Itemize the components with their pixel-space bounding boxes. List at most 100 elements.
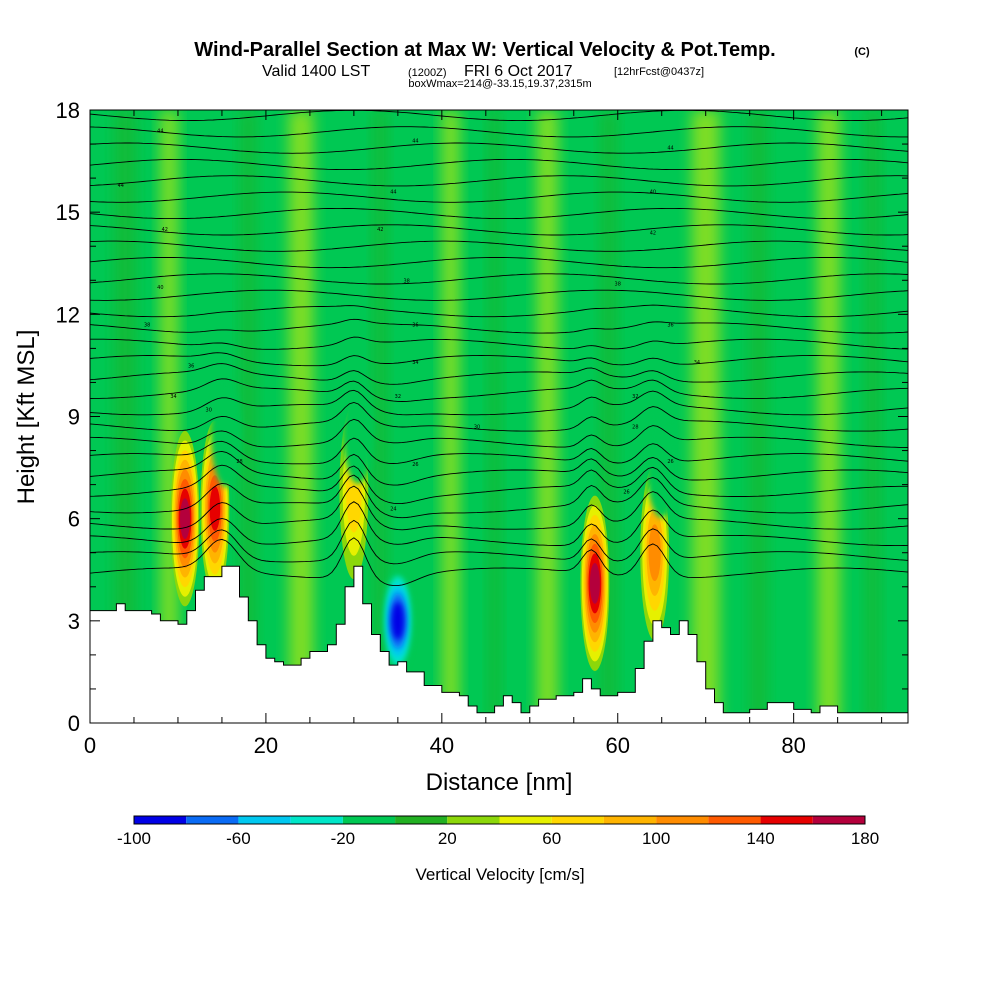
shading-streak [691, 110, 720, 723]
chart-subtitle: Valid 1400 LST (1200Z) FRI 6 Oct 2017 [1… [262, 63, 704, 80]
isentrope-line [90, 191, 908, 203]
y-tick-label: 18 [56, 98, 80, 123]
subtitle-main: Valid 1400 LST [262, 63, 370, 80]
colorbar-swatch [499, 816, 552, 824]
isentrope-label: 28 [632, 425, 638, 431]
colorbar-tick-label: 180 [851, 829, 879, 848]
colorbar-tick-label: 100 [642, 829, 670, 848]
isentrope-line [90, 389, 908, 416]
updraft-contour [648, 524, 661, 582]
y-tick-label: 6 [68, 507, 80, 532]
isentrope-line [90, 519, 908, 565]
isentrope-line [90, 126, 908, 138]
downdraft-contour [646, 410, 678, 518]
isentrope-line [90, 378, 908, 402]
shading-streak [488, 110, 501, 723]
isentrope-label: 36 [412, 323, 418, 329]
isentrope-label: 30 [206, 408, 212, 414]
isentrope-label: 44 [412, 139, 418, 145]
isentrope-line [90, 418, 908, 448]
x-tick-label: 0 [84, 733, 96, 758]
isentrope-line [90, 273, 908, 285]
isentrope-label: 42 [162, 227, 168, 233]
x-axis: 0 20 40 60 80 [84, 110, 883, 758]
colorbar-swatch [342, 816, 396, 824]
terrain-mask [90, 565, 908, 723]
colorbar: -100 -60 -20 20 60 100 140 180 [117, 815, 879, 848]
isentrope-line [90, 175, 908, 187]
colorbar-swatch [447, 816, 500, 824]
colorbar-swatch [656, 816, 709, 824]
isentrope-label: 28 [236, 459, 242, 465]
velocity-field [170, 376, 678, 675]
colorbar-tick-label: 20 [438, 829, 457, 848]
isentrope-label: 32 [395, 394, 401, 400]
x-tick-label: 80 [781, 733, 805, 758]
shading-streak [865, 110, 880, 723]
isentrope-label: 44 [157, 128, 163, 134]
y-tick-label: 12 [56, 302, 80, 327]
shading-streak [749, 110, 768, 723]
isentrope-line [90, 304, 908, 318]
shading-streak [373, 110, 388, 723]
isentrope-line [90, 110, 908, 122]
y-tick-label: 0 [68, 711, 80, 736]
colorbar-swatch [134, 816, 187, 824]
y-tick-label: 3 [68, 609, 80, 634]
isentrope-line [90, 402, 908, 432]
isentrope-line [90, 474, 908, 519]
isentrope-label: 26 [667, 459, 673, 465]
colorbar-tick-label: -100 [117, 829, 151, 848]
x-tick-label: 40 [430, 733, 454, 758]
isentrope-line [90, 464, 908, 505]
isentrope-label: 44 [118, 183, 124, 189]
isentrope-line [90, 352, 908, 367]
isentrope-label: 26 [412, 462, 418, 468]
colorbar-swatch [395, 816, 448, 824]
chart-title: Wind-Parallel Section at Max W: Vertical… [194, 39, 775, 61]
x-axis-label: Distance [nm] [426, 769, 573, 796]
y-axis-label: Height [Kft MSL] [13, 330, 40, 505]
isentrope-label: 34 [694, 360, 700, 366]
colorbar-tick-label: -20 [331, 829, 356, 848]
colorbar-label: Vertical Velocity [cm/s] [415, 865, 584, 884]
isentrope-label: 44 [390, 190, 396, 196]
x-tick-label: 20 [254, 733, 278, 758]
shading-streak [536, 110, 558, 723]
subtitle-z: (1200Z) [408, 67, 447, 79]
isentrope-line [90, 207, 908, 220]
subtitle-fcst: [12hrFcst@0437z] [614, 66, 704, 78]
downdraft-contour [391, 601, 405, 640]
isentrope-line [90, 537, 908, 587]
colorbar-swatch [290, 816, 343, 824]
isentrope-line [90, 437, 908, 465]
isentrope-label: 30 [474, 425, 480, 431]
downdraft-contour [211, 379, 242, 488]
isentrope-line [90, 485, 908, 531]
isentrope-label: 34 [170, 394, 176, 400]
contour-labels: 44 44 44 44 44 42 42 42 40 40 38 38 38 36 36 36 34 34 34 32… [118, 128, 700, 512]
isentrope-label: 42 [650, 231, 656, 237]
isentrope-line [90, 240, 908, 252]
potential-temperature-contours [90, 110, 908, 587]
isentrope-line [90, 257, 908, 269]
updraft-contour [179, 498, 191, 540]
colorbar-swatch [812, 816, 865, 824]
subtitle-date: FRI 6 Oct 2017 [464, 63, 573, 80]
isentrope-label: 38 [144, 323, 150, 329]
isentrope-label: 36 [667, 323, 673, 329]
y-tick-label: 15 [56, 200, 80, 225]
isentrope-label: 38 [615, 282, 621, 288]
isentrope-line [90, 363, 908, 385]
isentrope-label: 36 [188, 363, 194, 369]
isentrope-line [90, 158, 908, 171]
colorbar-swatch [708, 816, 761, 824]
isentrope-label: 24 [390, 506, 396, 512]
colorbar-swatch [603, 816, 657, 824]
isentrope-label: 42 [377, 227, 383, 233]
isentrope-label: 40 [650, 190, 656, 196]
isentrope-line [90, 224, 908, 236]
colorbar-swatch [760, 816, 813, 824]
